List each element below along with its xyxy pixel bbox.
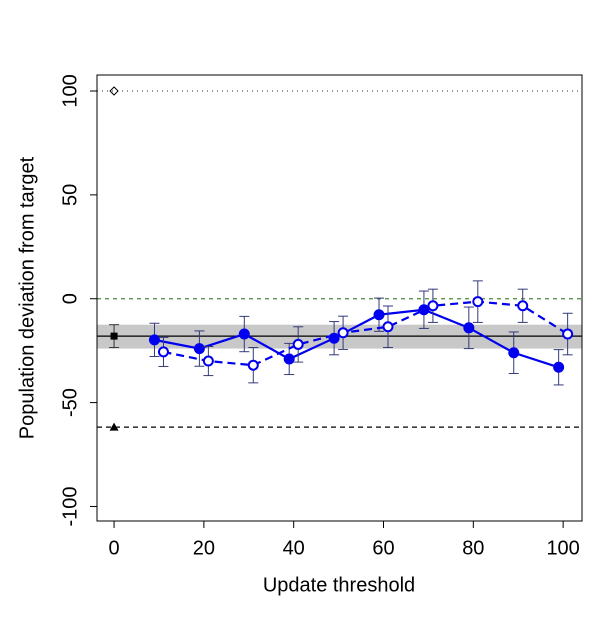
y-tick-label: -100 (59, 486, 81, 526)
series-line (163, 300, 569, 367)
plot-frame (96, 74, 583, 522)
data-point (373, 309, 385, 321)
x-tick-label: 100 (546, 537, 579, 559)
data-point (418, 304, 430, 316)
y-tick-label: 100 (59, 74, 81, 107)
data-point (463, 322, 475, 334)
x-tick-label: 60 (372, 537, 394, 559)
data-point (148, 334, 160, 346)
data-point (382, 321, 394, 333)
data-point (292, 338, 304, 350)
data-point (202, 355, 214, 367)
x-axis-label: Update threshold (263, 574, 415, 596)
y-tick-label: 0 (59, 293, 81, 304)
data-point (472, 296, 484, 308)
y-axis-label: Population deviation from target (16, 156, 38, 439)
data-point (238, 328, 250, 340)
y-tick-label: 50 (59, 184, 81, 206)
y-tick-label: -50 (59, 388, 81, 417)
data-point (427, 300, 439, 312)
data-point (562, 328, 574, 340)
data-point (283, 353, 295, 365)
x-tick-label: 20 (193, 537, 215, 559)
x-tick-label: 0 (109, 537, 120, 559)
data-point (517, 300, 529, 312)
x-tick-label: 80 (462, 537, 484, 559)
data-point (553, 361, 565, 373)
reference-point (109, 422, 119, 431)
reference-point (109, 86, 119, 96)
data-point (157, 346, 169, 358)
data-point (193, 343, 205, 355)
reference-point (110, 332, 118, 340)
data-point (247, 359, 259, 371)
data-point (508, 347, 520, 359)
data-point (337, 327, 349, 339)
x-tick-label: 40 (283, 537, 305, 559)
series-line (154, 308, 559, 369)
